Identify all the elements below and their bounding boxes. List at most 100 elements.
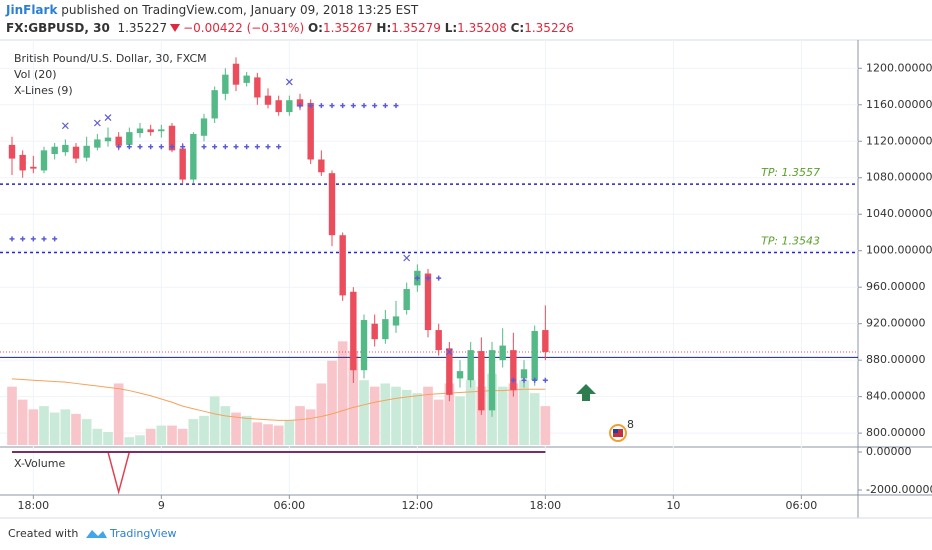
candle-body bbox=[168, 125, 176, 151]
candle-body bbox=[318, 159, 325, 173]
x-tick-label: 06:00 bbox=[786, 499, 818, 512]
y-tick-label: 1200.00000 bbox=[866, 61, 932, 74]
candle-body bbox=[403, 289, 410, 310]
candle-body bbox=[126, 132, 133, 145]
candle-body bbox=[499, 345, 506, 361]
candle-body bbox=[115, 136, 122, 146]
candle-body bbox=[211, 90, 218, 119]
x-tick-label: 10 bbox=[666, 499, 680, 512]
volume-bar bbox=[295, 406, 305, 445]
x-line-marker bbox=[276, 144, 282, 150]
volume-bar bbox=[81, 419, 92, 445]
x-line-marker bbox=[308, 103, 314, 109]
x-line-marker bbox=[393, 103, 399, 109]
volume-bar bbox=[17, 399, 28, 445]
volume-bar bbox=[241, 415, 252, 445]
candle-body bbox=[179, 148, 186, 180]
candle-body bbox=[62, 144, 69, 153]
candle-body bbox=[243, 75, 250, 83]
candle-body bbox=[510, 350, 517, 391]
high: 1.35279 bbox=[391, 21, 441, 35]
volume-bar bbox=[519, 380, 529, 445]
x-line-marker bbox=[350, 103, 356, 109]
x-line-marker bbox=[382, 103, 388, 109]
change: −0.00422 (−0.31%) bbox=[183, 21, 305, 35]
x-line-marker bbox=[41, 236, 47, 242]
x-line-marker bbox=[222, 144, 228, 150]
volume-bar bbox=[348, 351, 359, 445]
candle-body bbox=[424, 273, 432, 331]
candle-body bbox=[136, 128, 144, 134]
volume-bar bbox=[380, 383, 391, 445]
header: JinFlark published on TradingView.com, J… bbox=[6, 1, 574, 37]
volume-bar bbox=[145, 428, 156, 445]
candle-body bbox=[51, 146, 58, 155]
x-mark bbox=[445, 348, 453, 356]
candle-body bbox=[190, 133, 197, 180]
volume-bar bbox=[423, 386, 433, 445]
candle-body bbox=[520, 369, 528, 379]
x-line-marker bbox=[265, 144, 271, 150]
candle-body bbox=[392, 316, 400, 326]
volume-bar bbox=[135, 435, 145, 445]
footer-brand[interactable]: TradingView bbox=[109, 527, 176, 540]
x-tick-label: 06:00 bbox=[273, 499, 305, 512]
x-line-marker bbox=[137, 144, 143, 150]
x-line-marker bbox=[126, 144, 132, 150]
volume-bar bbox=[209, 396, 220, 445]
close: 1.35226 bbox=[524, 21, 574, 35]
author[interactable]: JinFlark bbox=[6, 3, 58, 17]
y-tick-label: 1000.00000 bbox=[866, 244, 932, 257]
candle-body bbox=[275, 100, 282, 113]
event-count: 8 bbox=[627, 418, 634, 431]
volume-bar bbox=[412, 393, 423, 445]
x-line-marker bbox=[297, 103, 303, 109]
tp-label: TP: 1.3557 bbox=[761, 166, 820, 179]
candle-body bbox=[339, 235, 346, 296]
x-line-marker bbox=[318, 103, 324, 109]
candle-body bbox=[286, 100, 293, 113]
y-tick-label: 0.00000 bbox=[866, 445, 912, 458]
candle-body bbox=[467, 350, 474, 381]
candle-body bbox=[158, 129, 165, 132]
arrow-icon bbox=[576, 384, 596, 401]
x-line-marker bbox=[158, 144, 164, 150]
volume-bar bbox=[455, 396, 465, 445]
volume-bar bbox=[337, 341, 348, 445]
x-line-marker bbox=[436, 275, 442, 281]
x-mark bbox=[403, 254, 411, 262]
volume-bar bbox=[167, 425, 177, 445]
volume-bar bbox=[476, 386, 487, 445]
low: 1.35208 bbox=[457, 21, 507, 35]
x-mark bbox=[104, 114, 112, 121]
candle-body bbox=[147, 129, 154, 133]
indicator-label: Vol (20) bbox=[14, 68, 57, 81]
indicator-label: X-Lines (9) bbox=[14, 84, 73, 97]
candle-body bbox=[478, 351, 485, 411]
volume-bar bbox=[359, 380, 369, 445]
y-tick-label: 920.00000 bbox=[866, 317, 926, 330]
y-tick-label: 1040.00000 bbox=[866, 207, 932, 220]
volume-bar bbox=[369, 386, 380, 445]
x-line-marker bbox=[9, 236, 15, 242]
candle-body bbox=[531, 330, 538, 381]
volume-bar bbox=[529, 393, 540, 445]
volume-bar bbox=[39, 406, 49, 445]
x-line-marker bbox=[233, 144, 239, 150]
y-tick-label: 880.00000 bbox=[866, 353, 926, 366]
y-tick-label: 1120.00000 bbox=[866, 134, 932, 147]
x-tick-label: 18:00 bbox=[17, 499, 49, 512]
footer-text: Created with bbox=[8, 527, 78, 540]
chart-bg bbox=[0, 40, 932, 518]
volume-bar bbox=[199, 415, 209, 445]
x-line-marker bbox=[201, 144, 207, 150]
x-line-marker bbox=[425, 275, 431, 281]
volume-bar bbox=[433, 399, 444, 445]
x-tick-label: 9 bbox=[158, 499, 165, 512]
volume-bar bbox=[71, 413, 81, 445]
l-label: L: bbox=[444, 21, 458, 35]
candle-body bbox=[200, 118, 208, 136]
o-label: O: bbox=[307, 21, 323, 35]
volume-bar bbox=[540, 406, 551, 445]
